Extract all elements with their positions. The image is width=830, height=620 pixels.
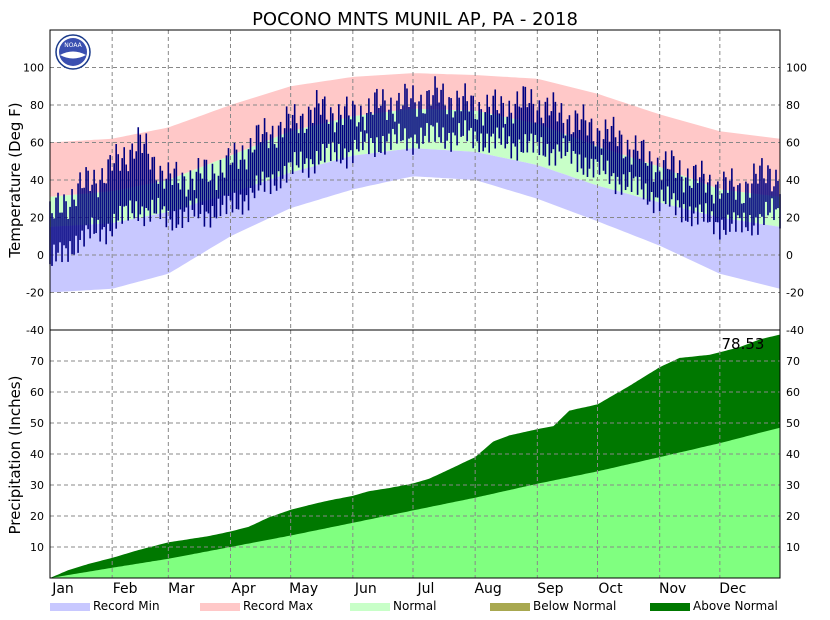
temperature-tick-label: 60 bbox=[30, 137, 44, 150]
temperature-tick-label-right: 80 bbox=[786, 99, 800, 112]
noaa-logo-bird bbox=[60, 51, 86, 59]
month-label: Oct bbox=[598, 581, 623, 597]
temperature-tick-label-right: -40 bbox=[786, 324, 804, 337]
precipitation-tick-label: 30 bbox=[30, 479, 44, 492]
temperature-yticks-right: -40 -20 0 20 40 60 80 100 bbox=[786, 62, 807, 338]
precipitation-tick-label: 20 bbox=[30, 510, 44, 523]
legend-label: Record Min bbox=[93, 599, 160, 613]
precipitation-frame bbox=[49, 329, 781, 579]
temperature-tick-label-right: 100 bbox=[786, 62, 807, 75]
month-label: Dec bbox=[719, 581, 746, 597]
month-label: Jul bbox=[417, 581, 435, 597]
noaa-logo-text: NOAA bbox=[64, 42, 82, 49]
month-label: Jun bbox=[354, 581, 377, 597]
legend-swatch bbox=[50, 603, 90, 611]
temperature-tick-label: 20 bbox=[30, 212, 44, 225]
temperature-tick-label: 100 bbox=[23, 62, 44, 75]
precipitation-tick-label-right: 20 bbox=[786, 510, 800, 523]
precipitation-tick-label-right: 30 bbox=[786, 479, 800, 492]
precipitation-tick-label-right: 40 bbox=[786, 448, 800, 461]
precipitation-tick-label: 60 bbox=[30, 386, 44, 399]
legend-swatch bbox=[350, 603, 390, 611]
temperature-tick-label: 0 bbox=[37, 249, 44, 262]
temperature-tick-label-right: 0 bbox=[786, 249, 793, 262]
month-label: Sep bbox=[537, 581, 564, 597]
legend-label: Record Max bbox=[243, 599, 313, 613]
month-label: Nov bbox=[659, 581, 686, 597]
legend: Record Min Record Max Normal Below Normal Ab… bbox=[50, 599, 778, 613]
legend-swatch bbox=[490, 603, 530, 611]
chart-title: POCONO MNTS MUNIL AP, PA - 2018 bbox=[252, 9, 578, 30]
legend-swatch bbox=[650, 603, 690, 611]
temperature-tick-label-right: 60 bbox=[786, 137, 800, 150]
temperature-tick-label: 40 bbox=[30, 174, 44, 187]
precipitation-ylabel: Precipitation (Inches) bbox=[6, 376, 24, 535]
month-label: Feb bbox=[113, 581, 138, 597]
legend-label: Above Normal bbox=[693, 599, 778, 613]
temperature-yticks-left: -40 -20 0 20 40 60 80 100 bbox=[23, 62, 44, 338]
precipitation-total-label: 78.53 bbox=[722, 335, 765, 353]
legend-swatch bbox=[200, 603, 240, 611]
precipitation-panel: 10 20 30 40 50 60 70 10 20 30 40 50 60 70 Precipitat… bbox=[6, 329, 800, 579]
precipitation-tick-label: 70 bbox=[30, 355, 44, 368]
temperature-tick-label: -40 bbox=[26, 324, 44, 337]
temperature-tick-label-right: 40 bbox=[786, 174, 800, 187]
month-label: Apr bbox=[231, 581, 255, 597]
record-max-band bbox=[50, 73, 780, 197]
month-labels: Jan Feb Mar Apr May Jun Jul Aug Sep Oct Nov Dec bbox=[51, 581, 746, 597]
month-label: Jan bbox=[51, 581, 74, 597]
noaa-logo: NOAA bbox=[55, 34, 91, 70]
temperature-tick-label: 80 bbox=[30, 99, 44, 112]
precipitation-tick-label-right: 50 bbox=[786, 417, 800, 430]
month-label: Mar bbox=[168, 581, 195, 597]
temperature-tick-label: -20 bbox=[26, 287, 44, 300]
month-label: Aug bbox=[474, 581, 501, 597]
temperature-panel: -40 -20 0 20 40 60 80 100 -40 -20 0 20 40 60 80 100 Te… bbox=[6, 29, 807, 338]
month-label: May bbox=[289, 581, 318, 597]
precipitation-grid bbox=[50, 330, 780, 578]
legend-label: Below Normal bbox=[533, 599, 616, 613]
precipitation-tick-label-right: 10 bbox=[786, 541, 800, 554]
record-min-band bbox=[50, 148, 780, 293]
legend-label: Normal bbox=[393, 599, 436, 613]
temperature-observed bbox=[49, 76, 781, 266]
precipitation-tick-label-right: 60 bbox=[786, 386, 800, 399]
precipitation-yticks-left: 10 20 30 40 50 60 70 bbox=[30, 355, 44, 554]
precipitation-yticks-right: 10 20 30 40 50 60 70 bbox=[786, 355, 800, 554]
precipitation-tick-label: 10 bbox=[30, 541, 44, 554]
precipitation-tick-label: 50 bbox=[30, 417, 44, 430]
precipitation-tick-label-right: 70 bbox=[786, 355, 800, 368]
temperature-tick-label-right: 20 bbox=[786, 212, 800, 225]
temperature-ylabel: Temperature (Deg F) bbox=[6, 102, 24, 258]
precipitation-tick-label: 40 bbox=[30, 448, 44, 461]
temperature-tick-label-right: -20 bbox=[786, 287, 804, 300]
